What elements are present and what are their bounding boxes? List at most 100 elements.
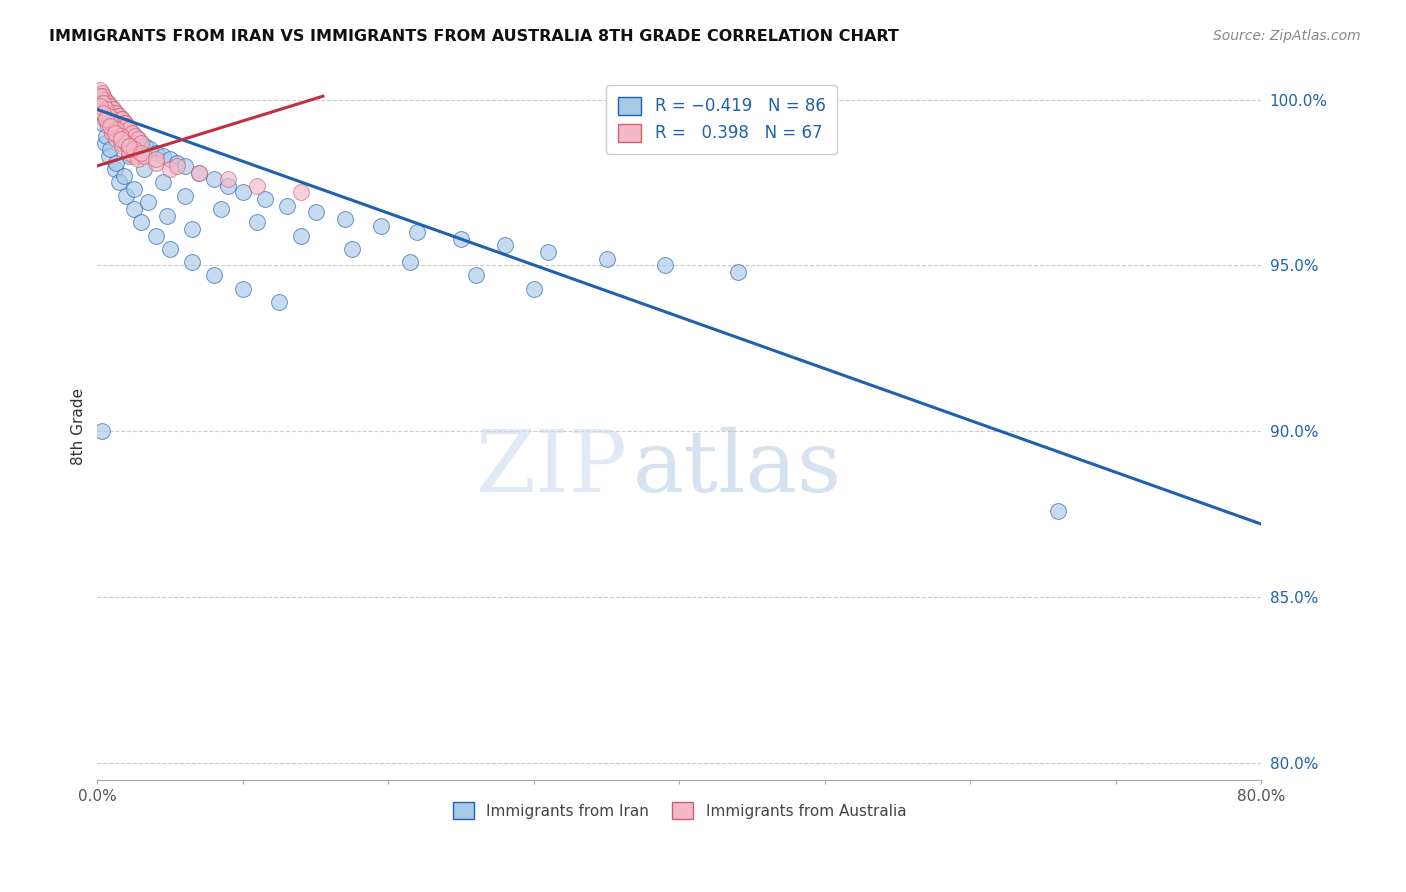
Point bbox=[108, 176, 131, 190]
Point bbox=[105, 122, 128, 136]
Point bbox=[202, 268, 225, 283]
Point bbox=[93, 112, 115, 127]
Point bbox=[129, 136, 152, 150]
Point bbox=[117, 142, 139, 156]
Legend: Immigrants from Iran, Immigrants from Australia: Immigrants from Iran, Immigrants from Au… bbox=[447, 796, 912, 825]
Point bbox=[276, 199, 298, 213]
Point bbox=[152, 176, 174, 190]
Point bbox=[290, 186, 312, 200]
Point bbox=[104, 105, 127, 120]
Point bbox=[100, 116, 122, 130]
Point bbox=[181, 222, 204, 236]
Point bbox=[129, 145, 152, 160]
Point bbox=[304, 205, 326, 219]
Point bbox=[290, 228, 312, 243]
Point bbox=[209, 202, 232, 216]
Point bbox=[94, 112, 117, 127]
Point bbox=[340, 242, 363, 256]
Point bbox=[654, 259, 676, 273]
Point bbox=[159, 242, 181, 256]
Point bbox=[124, 128, 146, 143]
Text: atlas: atlas bbox=[633, 427, 842, 510]
Point bbox=[91, 105, 114, 120]
Point bbox=[217, 178, 239, 193]
Point bbox=[101, 103, 124, 117]
Point bbox=[104, 162, 127, 177]
Text: ZIP: ZIP bbox=[475, 427, 627, 510]
Point bbox=[103, 103, 125, 117]
Point bbox=[333, 211, 356, 226]
Point bbox=[1046, 504, 1069, 518]
Point bbox=[156, 209, 179, 223]
Point bbox=[101, 103, 124, 117]
Point bbox=[111, 139, 134, 153]
Point bbox=[118, 122, 141, 136]
Point bbox=[269, 294, 291, 309]
Point bbox=[253, 192, 276, 206]
Point bbox=[406, 225, 429, 239]
Point bbox=[90, 95, 112, 110]
Point bbox=[100, 99, 122, 113]
Point bbox=[93, 103, 115, 117]
Point bbox=[145, 155, 167, 169]
Point bbox=[202, 172, 225, 186]
Point bbox=[107, 109, 129, 123]
Point bbox=[101, 116, 124, 130]
Point bbox=[112, 169, 135, 183]
Point bbox=[93, 136, 115, 150]
Point bbox=[166, 159, 188, 173]
Point bbox=[108, 109, 131, 123]
Point bbox=[523, 282, 546, 296]
Point bbox=[129, 136, 152, 150]
Point bbox=[100, 119, 122, 133]
Point bbox=[103, 122, 125, 136]
Point bbox=[122, 202, 145, 216]
Text: Source: ZipAtlas.com: Source: ZipAtlas.com bbox=[1213, 29, 1361, 44]
Point bbox=[188, 165, 211, 179]
Point bbox=[103, 103, 125, 117]
Point bbox=[105, 105, 128, 120]
Point bbox=[246, 178, 269, 193]
Point bbox=[94, 95, 117, 110]
Point bbox=[107, 109, 129, 123]
Point bbox=[98, 99, 121, 113]
Point bbox=[136, 195, 159, 210]
Point bbox=[90, 89, 112, 103]
Point bbox=[232, 282, 254, 296]
Point bbox=[118, 139, 141, 153]
Point bbox=[595, 252, 617, 266]
Point bbox=[127, 132, 149, 146]
Point bbox=[112, 116, 135, 130]
Point bbox=[399, 255, 422, 269]
Point bbox=[115, 119, 138, 133]
Point bbox=[122, 182, 145, 196]
Point bbox=[370, 219, 392, 233]
Point bbox=[727, 265, 749, 279]
Point bbox=[105, 155, 128, 169]
Point bbox=[124, 128, 146, 143]
Point bbox=[159, 162, 181, 177]
Point bbox=[96, 109, 118, 123]
Point bbox=[115, 119, 138, 133]
Point bbox=[89, 89, 111, 103]
Point bbox=[100, 99, 122, 113]
Point bbox=[91, 89, 114, 103]
Point bbox=[111, 112, 134, 127]
Point bbox=[537, 245, 560, 260]
Point bbox=[464, 268, 486, 283]
Point bbox=[217, 172, 239, 186]
Point bbox=[246, 215, 269, 229]
Point bbox=[105, 105, 128, 120]
Point bbox=[94, 95, 117, 110]
Point bbox=[188, 165, 211, 179]
Point bbox=[115, 136, 138, 150]
Point bbox=[90, 86, 112, 100]
Point bbox=[173, 188, 195, 202]
Point bbox=[93, 93, 115, 107]
Point bbox=[94, 103, 117, 117]
Point bbox=[115, 188, 138, 202]
Point bbox=[104, 105, 127, 120]
Point bbox=[494, 238, 516, 252]
Point bbox=[90, 424, 112, 438]
Point bbox=[159, 153, 181, 167]
